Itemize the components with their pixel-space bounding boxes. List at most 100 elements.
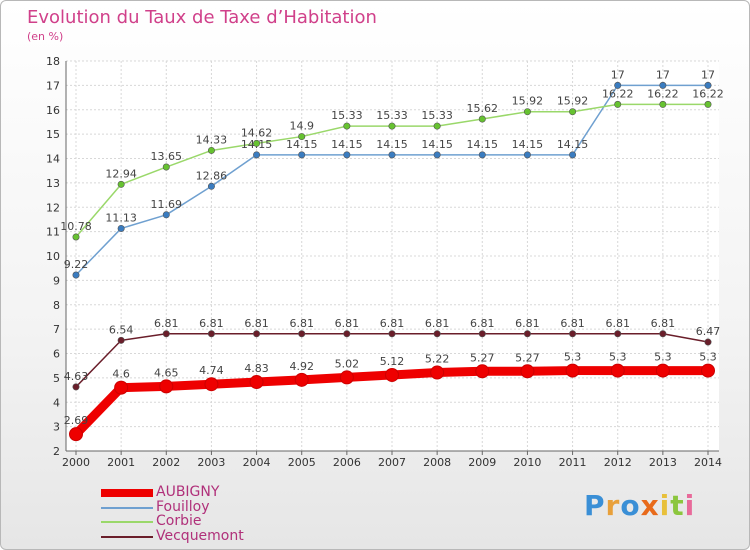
data-point-aubigny [294,372,309,387]
data-label-aubigny: 4.65 [154,366,179,379]
data-point-fouilloy [659,81,667,89]
data-point-corbie [207,146,215,154]
data-label-vecquemont: 6.81 [289,317,314,330]
data-point-corbie [569,108,577,116]
data-label-aubigny: 4.83 [244,362,269,375]
data-label-fouilloy: 11.13 [105,211,137,224]
data-label-fouilloy: 14.15 [286,138,318,151]
data-point-vecquemont [478,330,486,338]
data-label-fouilloy: 14.15 [421,138,453,151]
data-point-corbie [72,233,80,241]
data-label-corbie: 15.33 [421,109,453,122]
data-label-corbie: 15.33 [376,109,408,122]
x-tick-label: 2002 [152,456,180,469]
data-label-vecquemont: 6.81 [335,317,360,330]
data-point-vecquemont [433,330,441,338]
data-label-vecquemont: 6.81 [605,317,630,330]
data-label-corbie: 15.92 [557,95,589,108]
x-tick-label: 2003 [197,456,225,469]
data-label-vecquemont: 6.81 [199,317,224,330]
data-point-fouilloy [207,182,215,190]
data-point-vecquemont [253,330,261,338]
legend-label-vecquemont: Vecquemont [156,527,244,544]
data-label-aubigny: 4.6 [112,368,130,381]
data-point-aubigny [430,365,445,380]
y-tick-label: 16 [46,104,60,117]
data-label-aubigny: 5.12 [380,355,405,368]
data-label-fouilloy: 14.15 [467,138,499,151]
logo-letter: P [584,489,606,522]
data-point-corbie [388,122,396,130]
data-point-aubigny [701,363,715,378]
data-label-corbie: 16.22 [647,87,679,100]
y-tick-label: 5 [53,372,60,385]
data-label-vecquemont: 4.63 [64,370,89,383]
data-label-corbie: 14.9 [289,120,314,133]
x-tick-label: 2008 [423,456,451,469]
y-tick-label: 8 [53,299,60,312]
data-label-fouilloy: 17 [656,68,670,81]
x-tick-label: 2014 [694,456,722,469]
data-label-aubigny: 5.3 [654,351,672,364]
y-tick-label: 12 [46,201,60,214]
data-label-vecquemont: 6.81 [470,317,495,330]
data-label-aubigny: 5.27 [515,351,540,364]
data-label-vecquemont: 6.81 [154,317,179,330]
logo-letter: i [684,489,696,522]
legend-swatch-aubigny [101,489,153,497]
data-point-aubigny [339,370,354,385]
data-label-vecquemont: 6.81 [380,317,405,330]
axis-layer: 2 3 4 5 6 7 8 9 10 11 12 13 14 15 16 17 18 2000 2001 2002 20… [46,55,722,469]
data-label-fouilloy: 14.15 [241,138,273,151]
data-point-corbie [253,139,261,147]
data-point-vecquemont [117,336,125,344]
x-tick-label: 2011 [559,456,587,469]
data-point-fouilloy [614,81,622,89]
data-point-corbie [433,122,441,130]
data-point-vecquemont [162,330,170,338]
data-label-vecquemont: 6.81 [515,317,540,330]
data-label-fouilloy: 14.15 [557,138,589,151]
data-point-fouilloy [253,151,261,159]
data-point-aubigny [204,377,219,392]
data-label-vecquemont: 6.81 [244,317,269,330]
data-point-corbie [343,122,351,130]
data-label-aubigny: 5.27 [470,351,495,364]
data-label-aubigny: 5.3 [564,351,582,364]
data-point-aubigny [520,364,535,379]
x-tick-label: 2000 [62,456,90,469]
data-point-corbie [704,100,712,108]
y-tick-label: 11 [46,226,60,239]
chart-unit-label: (en %) [27,30,64,43]
data-point-vecquemont [704,338,712,346]
data-label-corbie: 15.62 [467,102,499,115]
data-label-fouilloy: 12.86 [196,169,228,182]
data-point-aubigny [69,427,83,442]
data-label-aubigny: 2.69 [64,414,89,427]
y-tick-label: 14 [46,153,60,166]
data-label-vecquemont: 6.81 [560,317,585,330]
data-label-aubigny: 4.92 [289,360,314,373]
data-point-fouilloy [433,151,441,159]
data-label-corbie: 10.78 [60,220,92,233]
data-label-vecquemont: 6.81 [425,317,450,330]
data-point-fouilloy [117,224,125,232]
data-point-corbie [523,108,531,116]
y-tick-label: 17 [46,79,60,92]
data-point-vecquemont [388,330,396,338]
data-point-fouilloy [72,271,80,279]
legend-swatch-corbie [101,521,153,523]
x-tick-label: 2009 [468,456,496,469]
legend-label-aubigny: AUBIGNY [156,484,220,500]
data-point-aubigny [655,363,670,378]
data-label-aubigny: 5.02 [335,357,360,370]
data-point-fouilloy [343,151,351,159]
y-tick-label: 13 [46,177,60,190]
data-label-corbie: 15.33 [331,109,363,122]
data-point-vecquemont [614,330,622,338]
data-label-corbie: 16.22 [692,87,724,100]
data-point-corbie [117,180,125,188]
data-point-corbie [659,100,667,108]
